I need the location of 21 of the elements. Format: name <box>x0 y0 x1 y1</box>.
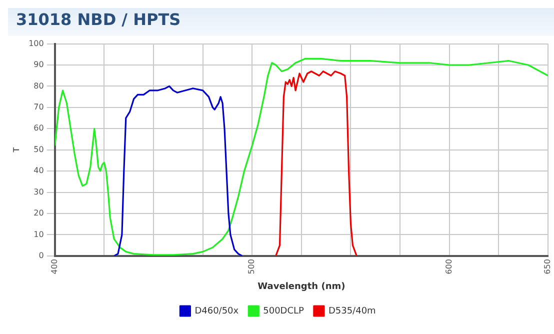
y-tick-label: 80 <box>34 81 44 90</box>
y-tick-label: 20 <box>34 208 44 218</box>
x-tick-label: 400 <box>50 258 59 274</box>
legend-label: 500DCLP <box>263 306 305 316</box>
y-tick-label: 60 <box>34 124 44 133</box>
y-tick-label: 30 <box>34 187 44 196</box>
y-tick-label: 70 <box>34 102 44 112</box>
x-tick-label: 650 <box>543 258 552 274</box>
x-axis-title: Wavelength (nm) <box>258 282 346 292</box>
legend-label: D535/40m <box>328 306 376 316</box>
chart-title: 31018 NBD / HPTS <box>16 10 181 29</box>
y-tick-label: 40 <box>34 166 44 176</box>
legend-label: D460/50x <box>194 306 240 316</box>
y-tick-label: 10 <box>34 230 44 239</box>
y-tick-label: 0 <box>38 251 44 260</box>
y-axis-title: T <box>12 147 21 154</box>
x-tick-label: 600 <box>444 258 454 274</box>
y-tick-label: 100 <box>28 38 44 48</box>
x-tick-label: 500 <box>247 258 256 274</box>
y-tick-label: 50 <box>34 144 44 154</box>
y-tick-label: 90 <box>34 60 44 70</box>
